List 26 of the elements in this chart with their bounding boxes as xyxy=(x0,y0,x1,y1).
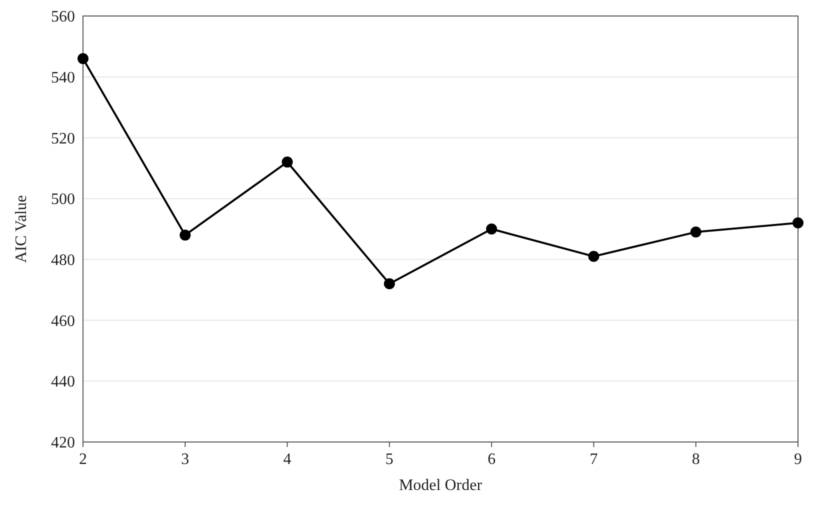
y-tick-label: 560 xyxy=(51,8,75,26)
x-axis-title: Model Order xyxy=(398,477,483,494)
point xyxy=(180,230,191,241)
point xyxy=(588,250,600,262)
point xyxy=(384,278,395,290)
y-tick-label: 480 xyxy=(51,252,75,270)
x-tick-label: 3 xyxy=(181,451,190,468)
x-tick-label: 6 xyxy=(488,451,496,468)
y-tick-label: 420 xyxy=(51,434,75,452)
x-tick-label: 4 xyxy=(283,451,292,468)
y-tick-label: 520 xyxy=(51,130,75,148)
x-tick-label: 2 xyxy=(79,451,87,468)
point xyxy=(486,224,498,234)
y-tick-label: 440 xyxy=(51,374,75,391)
y-tick-label: 540 xyxy=(51,69,75,86)
y-tick-label: 460 xyxy=(51,312,75,330)
y-tick-label: 500 xyxy=(51,191,75,208)
y-axis-title: AIC Value xyxy=(13,195,30,263)
point xyxy=(690,226,702,238)
x-tick-label: 9 xyxy=(794,451,802,468)
point xyxy=(78,53,88,64)
x-tick-label: 5 xyxy=(385,451,394,468)
point xyxy=(792,217,804,228)
x-tick-label: 8 xyxy=(692,451,700,468)
point xyxy=(282,156,293,168)
x-tick-label: 7 xyxy=(590,451,598,468)
